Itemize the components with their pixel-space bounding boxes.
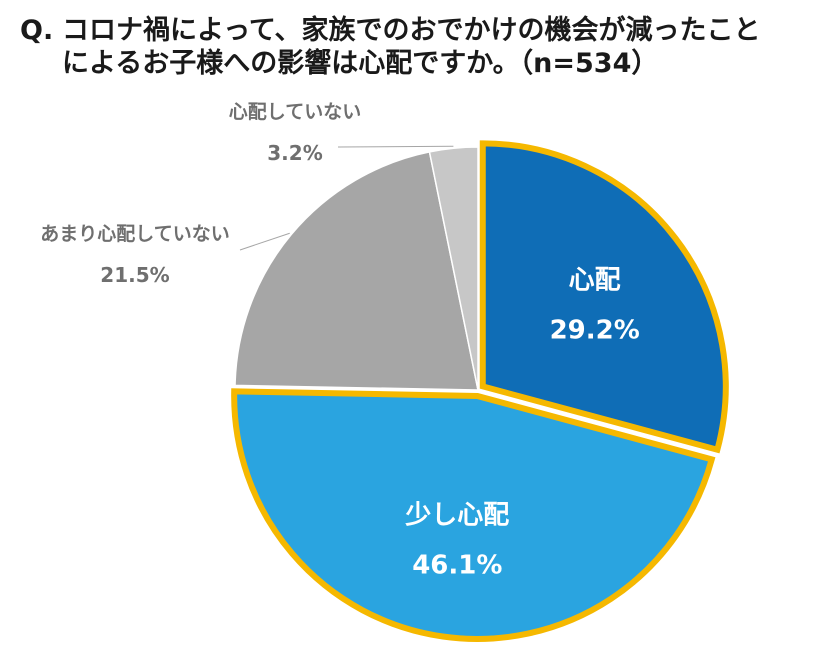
question-text-line1: コロナ禍によって、家族でのおでかけの機会が減ったこと: [62, 15, 761, 46]
slice-label-3: 心配していない: [229, 101, 361, 123]
slice-label-1: 少し心配: [404, 500, 509, 530]
slice-value-1: 46.1%: [412, 550, 502, 580]
slice-value-0: 29.2%: [550, 316, 640, 346]
leader-line-3: [337, 145, 454, 148]
question-text-line2: によるお子様への影響は心配ですか。（n=534）: [62, 48, 659, 79]
slice-value-2: 21.5%: [100, 263, 169, 287]
question-prefix: Q.: [20, 15, 54, 46]
pie-slice-2: [234, 151, 479, 391]
leader-line-2: [239, 232, 290, 251]
pie-slice-1: [231, 388, 716, 642]
pie-slice-3: [428, 146, 479, 391]
slice-label-0: 心配: [569, 266, 621, 296]
slice-label-2: あまり心配していない: [40, 223, 229, 245]
slice-value-3: 3.2%: [267, 141, 322, 165]
pie-slice-0: [479, 140, 729, 454]
